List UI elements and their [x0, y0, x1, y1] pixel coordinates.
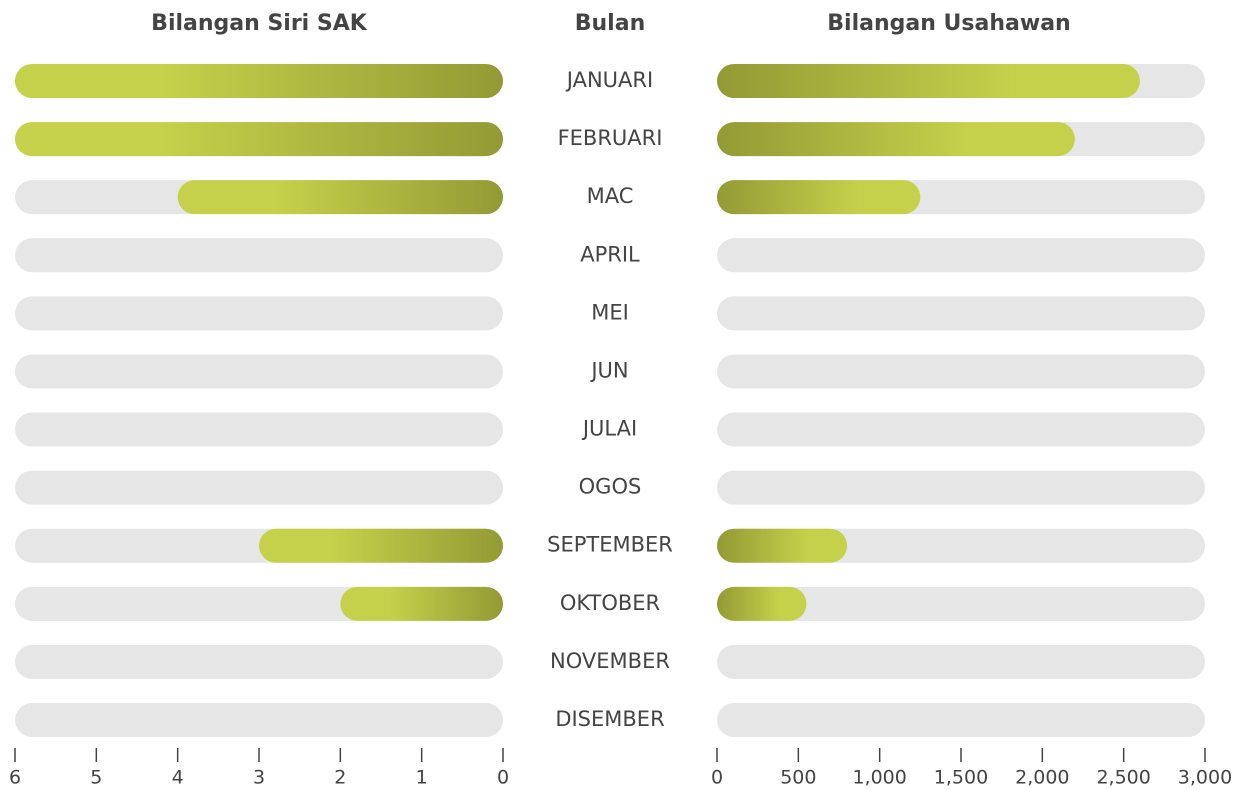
bar-track — [717, 644, 1205, 679]
x-tick-label: 0 — [497, 767, 509, 789]
bar-track — [15, 354, 503, 389]
bar-track — [717, 354, 1205, 389]
x-tick-label: 4 — [172, 767, 184, 789]
bar-track — [15, 470, 503, 505]
series-header: Bilangan Usahawan — [827, 11, 1070, 36]
bar-track — [15, 703, 503, 737]
bar — [717, 586, 807, 621]
bar-track — [15, 296, 503, 331]
x-tick-label: 1,000 — [852, 767, 906, 789]
bar-track — [717, 238, 1205, 273]
category-label: MEI — [591, 300, 629, 324]
category-label: OGOS — [579, 475, 642, 499]
category-label: SEPTEMBER — [547, 533, 673, 557]
bar-track — [15, 644, 503, 679]
bar — [15, 122, 503, 157]
x-tick-label: 2,000 — [1015, 767, 1069, 789]
x-tick-label: 3,000 — [1178, 767, 1232, 789]
bar-track — [15, 238, 503, 273]
series-header: Bilangan Siri SAK — [151, 11, 368, 36]
bar-track — [15, 412, 503, 447]
x-tick-label: 0 — [711, 767, 723, 789]
category-label: JUN — [589, 358, 628, 382]
x-tick-label: 2,500 — [1096, 767, 1150, 789]
bar — [259, 528, 503, 563]
bar — [177, 180, 503, 215]
x-tick-label: 500 — [780, 767, 816, 789]
bar — [717, 122, 1075, 157]
x-tick-label: 3 — [253, 767, 265, 789]
category-label: MAC — [587, 184, 634, 208]
bar — [717, 64, 1140, 98]
category-header: Bulan — [575, 11, 645, 36]
category-label: OKTOBER — [560, 591, 660, 615]
bar-track — [717, 412, 1205, 447]
category-label: FEBRUARI — [558, 126, 663, 150]
category-label: JULAI — [581, 417, 637, 441]
bar — [15, 64, 503, 98]
x-tick-label: 5 — [90, 767, 102, 789]
category-label: JANUARI — [565, 68, 653, 92]
bar — [340, 586, 503, 621]
bar — [717, 528, 848, 563]
category-label: APRIL — [580, 242, 640, 266]
x-tick-label: 6 — [9, 767, 21, 789]
x-tick-label: 1,500 — [934, 767, 988, 789]
bar — [717, 180, 921, 215]
bar-track — [717, 703, 1205, 737]
x-tick-label: 2 — [334, 767, 346, 789]
category-label: DISEMBER — [555, 707, 664, 731]
category-label: NOVEMBER — [550, 649, 670, 673]
bar-track — [717, 470, 1205, 505]
bar-track — [717, 296, 1205, 331]
x-tick-label: 1 — [416, 767, 428, 789]
bar-track — [717, 586, 1205, 621]
